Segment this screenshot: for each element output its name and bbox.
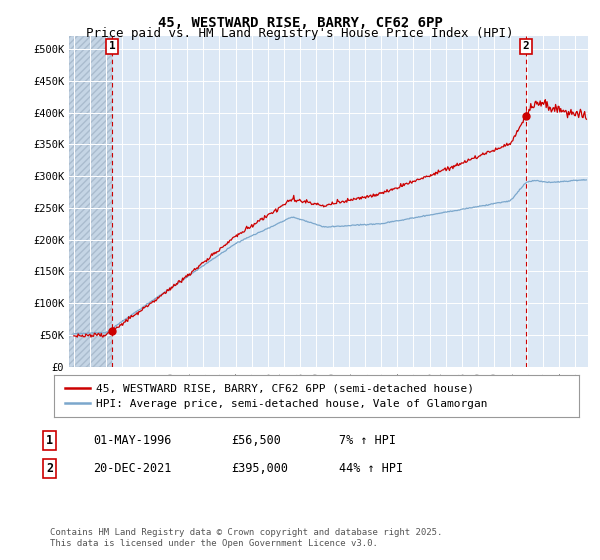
Text: 2: 2 bbox=[46, 462, 53, 475]
Legend: 45, WESTWARD RISE, BARRY, CF62 6PP (semi-detached house), HPI: Average price, se: 45, WESTWARD RISE, BARRY, CF62 6PP (semi… bbox=[59, 378, 493, 414]
Text: £56,500: £56,500 bbox=[231, 434, 281, 447]
Text: 2: 2 bbox=[523, 41, 529, 52]
Text: Price paid vs. HM Land Registry's House Price Index (HPI): Price paid vs. HM Land Registry's House … bbox=[86, 27, 514, 40]
Text: 1: 1 bbox=[109, 41, 116, 52]
Text: 01-MAY-1996: 01-MAY-1996 bbox=[93, 434, 172, 447]
Text: Contains HM Land Registry data © Crown copyright and database right 2025.
This d: Contains HM Land Registry data © Crown c… bbox=[50, 528, 442, 548]
Text: 20-DEC-2021: 20-DEC-2021 bbox=[93, 462, 172, 475]
Bar bbox=[69, 36, 112, 367]
Text: 44% ↑ HPI: 44% ↑ HPI bbox=[339, 462, 403, 475]
Text: 1: 1 bbox=[46, 434, 53, 447]
Text: 7% ↑ HPI: 7% ↑ HPI bbox=[339, 434, 396, 447]
Text: £395,000: £395,000 bbox=[231, 462, 288, 475]
Text: 45, WESTWARD RISE, BARRY, CF62 6PP: 45, WESTWARD RISE, BARRY, CF62 6PP bbox=[158, 16, 442, 30]
